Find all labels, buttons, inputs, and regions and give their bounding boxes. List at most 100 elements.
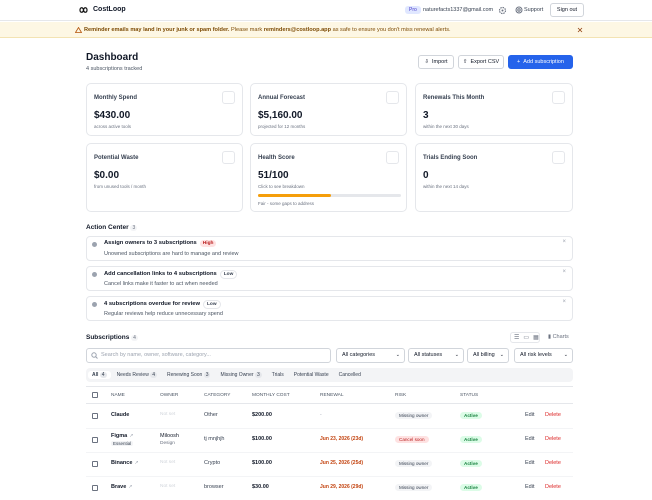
edit-button[interactable]: Edit xyxy=(525,460,535,466)
column-header[interactable]: NAME xyxy=(111,393,125,398)
subscription-name[interactable]: Claude xyxy=(111,412,130,418)
external-link[interactable]: ↗ xyxy=(128,484,133,490)
stat-card: Potential Waste $0.00 from unused tools / … xyxy=(86,143,243,212)
item-icon xyxy=(92,242,97,247)
import-button[interactable]: ⇩ Import xyxy=(418,55,454,69)
filter-tab[interactable]: Trials xyxy=(268,371,288,379)
category-cell: browser xyxy=(204,484,224,490)
item-icon xyxy=(92,272,97,277)
subscription-name[interactable]: Binance xyxy=(111,460,133,466)
column-header: RISK xyxy=(395,393,407,398)
card-label: Annual Forecast xyxy=(258,95,306,101)
progress-track xyxy=(258,194,401,197)
search-placeholder: Search by name, owner, software, categor… xyxy=(101,352,211,358)
button-icon: ⇩ xyxy=(424,59,429,65)
row-checkbox[interactable] xyxy=(92,485,98,491)
card-note: Click to see breakdown xyxy=(258,184,305,189)
row-divider xyxy=(86,452,573,453)
filter-tab[interactable]: Potential Waste xyxy=(290,371,333,379)
edit-button[interactable]: Edit xyxy=(525,412,535,418)
item-title: Assign owners to 3 subscriptions High xyxy=(104,240,217,247)
charts-label: Charts xyxy=(552,334,569,340)
external-link[interactable]: ↗ xyxy=(129,433,134,439)
brand: CostLoop xyxy=(93,6,126,13)
external-link[interactable]: ↗ xyxy=(134,460,139,466)
row-checkbox[interactable] xyxy=(92,461,98,467)
row-checkbox[interactable] xyxy=(92,437,98,443)
delete-button[interactable]: Delete xyxy=(545,412,561,418)
filter-select[interactable]: All billing ⌄ xyxy=(467,348,509,363)
item-title-text: 4 subscriptions overdue for review xyxy=(104,301,200,307)
view-toggle[interactable]: ☰ ▭ ▦ xyxy=(510,332,540,343)
charts-toggle[interactable]: ▮ Charts xyxy=(548,334,569,340)
owner-cell: Not set xyxy=(160,484,176,489)
export-button[interactable]: ⇧ Export CSV xyxy=(458,55,504,69)
settings-icon[interactable] xyxy=(498,6,507,15)
status-badge: Active xyxy=(460,436,482,443)
stat-card[interactable]: Health Score 51/100 Click to see breakdown… xyxy=(250,143,407,212)
edit-button[interactable]: Edit xyxy=(525,436,535,442)
calendar-view[interactable]: ▦ xyxy=(533,335,539,341)
row-checkbox[interactable] xyxy=(92,413,98,419)
grid-view[interactable]: ▭ xyxy=(523,335,530,341)
add-subscription-button[interactable]: + Add subscription xyxy=(508,55,573,69)
delete-button[interactable]: Delete xyxy=(545,484,561,490)
filter-tab[interactable]: Renewing Soon 3 xyxy=(163,371,214,379)
renewal-cell: Jun 23, 2026 (23d) xyxy=(320,436,364,442)
status-badge: Active xyxy=(460,484,482,491)
column-header[interactable]: CATEGORY xyxy=(204,393,231,398)
health-status: Fair - some gaps to address xyxy=(258,201,315,206)
filter-tab[interactable]: All 4 xyxy=(88,371,111,379)
card-value: 51/100 xyxy=(258,170,289,181)
dismiss[interactable]: × xyxy=(562,239,566,245)
chevron: ⌄ xyxy=(454,352,459,358)
card-note: from unused tools / month xyxy=(94,184,147,189)
renewal-cell: Jun 25, 2026 (25d) xyxy=(320,460,364,466)
tab-label: All xyxy=(92,372,99,378)
column-header[interactable]: RENEWAL xyxy=(320,393,344,398)
filter-select[interactable]: All risk levels ⌄ xyxy=(514,348,573,363)
item-description: Regular reviews help reduce unnecessary … xyxy=(104,311,223,317)
subscription-name[interactable]: Brave xyxy=(111,484,127,490)
item-icon xyxy=(92,302,97,307)
delete-button[interactable]: Delete xyxy=(545,460,561,466)
tab-label: Potential Waste xyxy=(293,372,329,378)
name-cell: Claude xyxy=(111,412,129,418)
tag-badge: Essential xyxy=(111,441,134,446)
list-view[interactable]: ☰ xyxy=(514,335,520,341)
dismiss[interactable]: × xyxy=(562,299,566,305)
stat-card: Renewals This Month 3 within the next 30 d… xyxy=(415,83,573,136)
user-email: naturefacts1337@gmail.com xyxy=(423,7,494,13)
banner-close[interactable] xyxy=(577,27,583,33)
card-label: Trials Ending Soon xyxy=(423,155,478,161)
filter-select[interactable]: All categories ⌄ xyxy=(336,348,405,363)
card-label: Monthly Spend xyxy=(94,95,137,101)
card-value: 0 xyxy=(423,170,429,181)
sign-out-button[interactable]: Sign out xyxy=(550,3,584,17)
chevron: ⌄ xyxy=(395,352,400,358)
column-header[interactable]: MONTHLY COST xyxy=(252,393,290,398)
subscriptions-title: Subscriptions xyxy=(86,334,130,341)
delete-button[interactable]: Delete xyxy=(545,436,561,442)
tab-count: 4 xyxy=(150,372,157,378)
owner-cell: Miloosh xyxy=(160,433,179,439)
dismiss[interactable]: × xyxy=(562,269,566,275)
support-link[interactable]: Support xyxy=(524,7,544,13)
filter-select[interactable]: All statuses ⌄ xyxy=(408,348,464,363)
column-header[interactable]: OWNER xyxy=(160,393,179,398)
name-cell: Binance ↗ xyxy=(111,460,139,466)
category-cell: Crypto xyxy=(204,460,221,466)
filter-label: All categories xyxy=(342,352,376,358)
card-icon xyxy=(552,91,565,104)
filter-tab[interactable]: Needs Review 4 xyxy=(113,371,161,379)
filter-tab[interactable]: Cancelled xyxy=(335,371,365,379)
card-icon xyxy=(222,91,235,104)
row-divider xyxy=(86,476,573,477)
search-icon xyxy=(91,352,98,359)
card-value: 3 xyxy=(423,110,429,121)
edit-button[interactable]: Edit xyxy=(525,484,535,490)
search-input[interactable]: Search by name, owner, software, categor… xyxy=(86,348,331,363)
filter-tab[interactable]: Missing Owner 3 xyxy=(216,371,265,379)
subscription-name[interactable]: Figma xyxy=(111,433,128,439)
header-checkbox[interactable] xyxy=(92,392,98,398)
